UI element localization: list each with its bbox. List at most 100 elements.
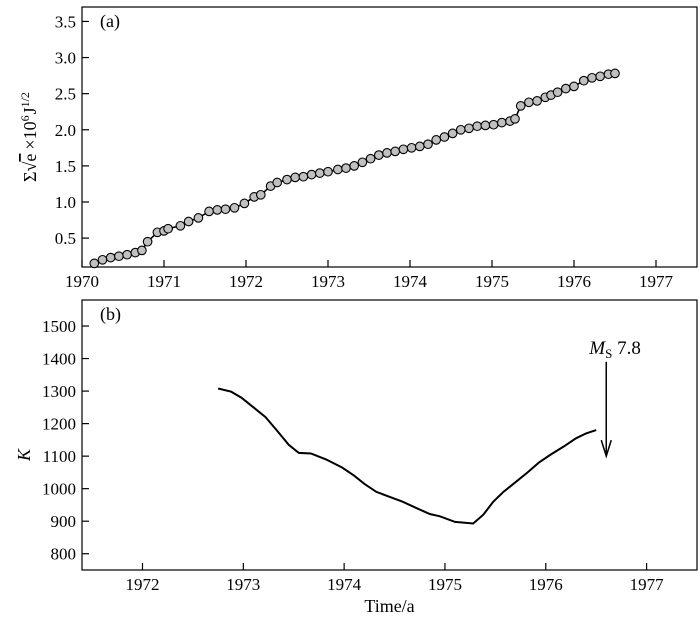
data-point bbox=[142, 236, 153, 247]
data-point bbox=[306, 169, 317, 180]
data-point bbox=[480, 120, 491, 131]
data-point bbox=[282, 174, 292, 185]
data-point bbox=[439, 132, 450, 142]
data-point bbox=[423, 139, 433, 150]
x-tick-label: 1975 bbox=[475, 272, 509, 291]
data-point bbox=[447, 128, 458, 139]
panel-b-x-ticks: 1972 1973 1974 1975 1976 1977 bbox=[125, 563, 664, 594]
data-point bbox=[365, 153, 376, 164]
y-tick-label: 900 bbox=[51, 512, 77, 531]
x-tick-label: 1975 bbox=[428, 575, 462, 594]
ms-annotation-mag: 7.8 bbox=[612, 338, 641, 359]
y-tick-label: 1.5 bbox=[55, 157, 76, 176]
ms-arrow-head bbox=[600, 439, 612, 459]
data-point bbox=[175, 220, 186, 231]
x-tick-label: 1976 bbox=[557, 272, 591, 291]
panel-b-x-axis-label: Time/a bbox=[364, 596, 414, 616]
ms-annotation-sub: S bbox=[605, 346, 612, 361]
data-point bbox=[137, 245, 147, 256]
panel-a-frame bbox=[81, 6, 698, 268]
data-point bbox=[323, 166, 333, 177]
data-point bbox=[290, 172, 301, 183]
data-point bbox=[298, 171, 309, 182]
data-point bbox=[193, 213, 204, 223]
y-tick-label: 2.0 bbox=[55, 121, 76, 140]
y-label-e: e bbox=[20, 154, 40, 162]
y-tick-label: 3.0 bbox=[55, 49, 76, 68]
data-point bbox=[332, 164, 343, 175]
data-point bbox=[314, 168, 325, 178]
x-tick-label: 1974 bbox=[393, 272, 428, 291]
y-tick-label: 1.0 bbox=[55, 193, 76, 212]
y-label-exp2: 1/2 bbox=[18, 92, 32, 107]
y-tick-label: 2.5 bbox=[55, 85, 76, 104]
y-label-times: ×10 bbox=[20, 121, 40, 149]
data-point bbox=[204, 206, 214, 217]
x-tick-label: 1974 bbox=[327, 575, 362, 594]
data-point bbox=[560, 83, 571, 94]
data-point bbox=[488, 119, 499, 130]
data-point bbox=[431, 135, 442, 145]
data-point bbox=[515, 101, 526, 111]
x-tick-label: 1973 bbox=[311, 272, 345, 291]
y-tick-label: 1400 bbox=[42, 350, 76, 369]
panel-b-series-line bbox=[217, 387, 597, 525]
x-tick-label: 1973 bbox=[226, 575, 260, 594]
data-point bbox=[272, 177, 283, 188]
data-point bbox=[595, 71, 606, 82]
data-point bbox=[89, 258, 100, 269]
data-point bbox=[472, 121, 483, 132]
y-label-unit: J bbox=[20, 107, 40, 114]
y-label-exp1: 6 bbox=[18, 115, 32, 121]
data-point bbox=[373, 150, 384, 160]
data-point bbox=[220, 204, 231, 215]
data-point bbox=[578, 75, 589, 86]
data-point bbox=[610, 68, 620, 79]
panel-a-points bbox=[89, 68, 620, 269]
data-point bbox=[349, 161, 360, 171]
data-point bbox=[510, 114, 520, 124]
data-point bbox=[341, 163, 351, 173]
data-point bbox=[455, 124, 466, 135]
data-point bbox=[114, 251, 124, 262]
data-point bbox=[122, 249, 132, 260]
data-point bbox=[398, 144, 409, 155]
data-point bbox=[414, 141, 425, 152]
y-tick-label: 1200 bbox=[42, 415, 76, 434]
x-tick-label: 1971 bbox=[147, 272, 181, 291]
data-point bbox=[464, 123, 474, 134]
data-point bbox=[587, 72, 597, 83]
data-point bbox=[569, 81, 579, 92]
x-tick-label: 1977 bbox=[630, 575, 665, 594]
data-point bbox=[239, 198, 250, 209]
x-tick-label: 1970 bbox=[65, 272, 99, 291]
x-tick-label: 1977 bbox=[639, 272, 674, 291]
x-tick-label: 1972 bbox=[229, 272, 263, 291]
x-tick-label: 1976 bbox=[529, 575, 563, 594]
panel-a-label: (a) bbox=[100, 11, 120, 32]
panel-b-label: (b) bbox=[100, 304, 121, 325]
panel-a-y-ticks: 0.5 1.0 1.5 2.0 2.5 3.0 3.5 bbox=[55, 12, 89, 248]
data-point bbox=[255, 189, 266, 200]
data-point bbox=[212, 205, 223, 215]
panel-a-y-axis-label: Σ√e ×106J1/2 bbox=[18, 92, 40, 182]
ms-annotation: MS 7.8 bbox=[588, 338, 641, 361]
y-label-sqrt: √ bbox=[20, 161, 40, 171]
y-tick-label: 1100 bbox=[43, 447, 76, 466]
data-point bbox=[105, 252, 116, 263]
panel-b-frame bbox=[81, 299, 698, 571]
x-tick-label: 1972 bbox=[125, 575, 159, 594]
data-point bbox=[532, 96, 542, 106]
panel-b-y-axis-label: K bbox=[14, 448, 34, 462]
y-tick-label: 1000 bbox=[42, 480, 76, 499]
data-point bbox=[382, 148, 392, 158]
data-point bbox=[357, 157, 368, 168]
y-tick-label: 1300 bbox=[42, 382, 76, 401]
y-tick-label: 3.5 bbox=[55, 12, 76, 31]
data-point bbox=[406, 142, 417, 153]
data-point bbox=[552, 87, 563, 98]
y-tick-label: 1500 bbox=[42, 317, 76, 336]
y-label-sum: Σ bbox=[20, 171, 40, 181]
data-point bbox=[163, 223, 173, 234]
